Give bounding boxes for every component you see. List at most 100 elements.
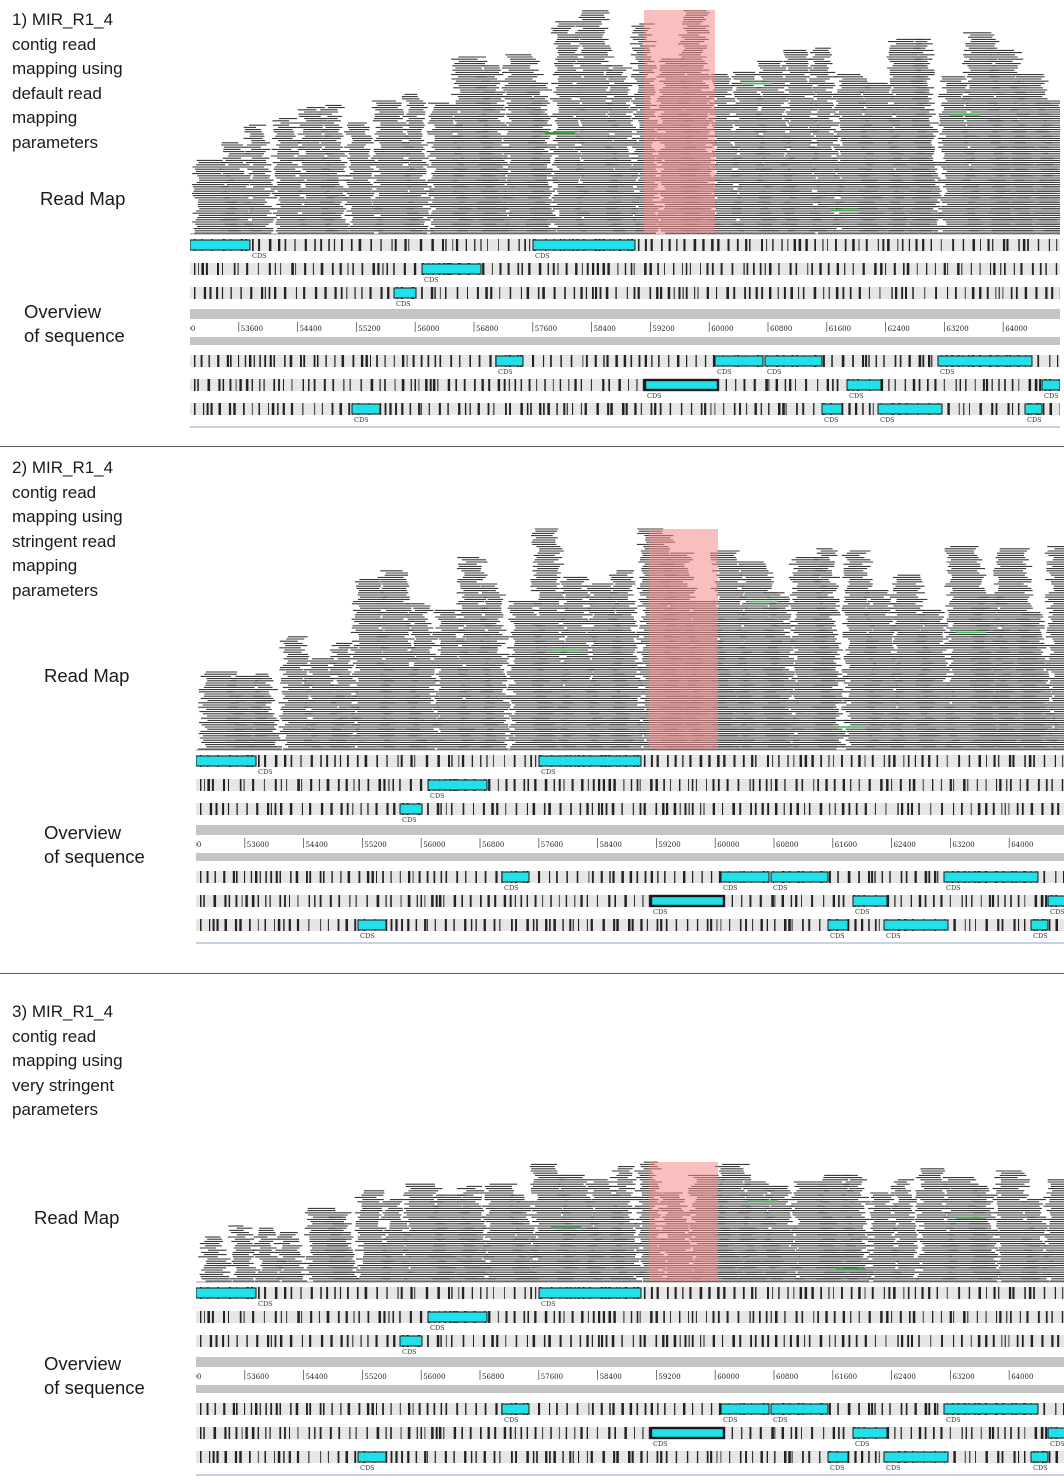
feature-tick <box>985 379 989 391</box>
track-background <box>190 379 1060 391</box>
feature-tick <box>432 379 436 391</box>
feature-tick <box>912 379 916 391</box>
feature-tick <box>654 403 657 415</box>
feature-tick <box>520 287 522 299</box>
feature-tick <box>962 239 965 251</box>
feature-tick <box>626 287 628 299</box>
feature-tick <box>711 263 714 275</box>
feature-tick <box>430 287 434 299</box>
feature-tick <box>406 355 408 367</box>
feature-tick <box>651 355 653 367</box>
feature-tick <box>469 403 471 415</box>
feature-tick <box>798 239 802 251</box>
feature-tick <box>749 239 751 251</box>
cds-label: CDS <box>1044 392 1059 400</box>
feature-tick <box>580 379 582 391</box>
feature-tick <box>617 263 619 275</box>
feature-tick <box>769 287 772 299</box>
feature-tick <box>268 239 272 251</box>
feature-tick <box>393 263 395 275</box>
feature-tick <box>1010 287 1013 299</box>
feature-tick <box>807 263 809 275</box>
feature-tick <box>291 263 294 275</box>
feature-tick <box>421 287 423 299</box>
feature-tick <box>880 379 884 391</box>
genome-viewer: CDSCDSCDSCDS3005360054400552005600056800… <box>196 528 1064 944</box>
feature-tick <box>935 287 937 299</box>
ruler-label: 300 <box>190 325 195 333</box>
cds-feature <box>532 239 636 251</box>
feature-tick <box>624 263 627 275</box>
feature-tick <box>429 379 432 391</box>
cds-feature <box>764 355 823 367</box>
feature-tick <box>822 239 824 251</box>
feature-tick <box>901 239 904 251</box>
feature-tick <box>781 239 783 251</box>
feature-tick <box>295 287 297 299</box>
feature-tick <box>760 403 762 415</box>
feature-tick <box>998 287 1000 299</box>
feature-tick <box>592 263 595 275</box>
feature-tick <box>1037 355 1040 367</box>
feature-tick <box>895 287 898 299</box>
feature-tick <box>269 355 272 367</box>
feature-tick <box>376 355 378 367</box>
feature-tick <box>678 287 681 299</box>
feature-tick <box>556 403 558 415</box>
feature-tick <box>250 287 253 299</box>
feature-tick <box>352 263 354 275</box>
feature-tick <box>271 403 275 415</box>
cds-label: CDS <box>498 368 513 376</box>
feature-tick <box>358 239 362 251</box>
feature-tick <box>790 287 793 299</box>
feature-tick <box>303 287 306 299</box>
feature-tick <box>685 287 688 299</box>
feature-tick <box>387 287 390 299</box>
feature-tick <box>733 287 736 299</box>
feature-tick <box>784 379 787 391</box>
feature-tick <box>283 379 284 391</box>
feature-tick <box>689 263 691 275</box>
feature-tick <box>514 379 517 391</box>
feature-tick <box>198 263 199 275</box>
ruler-label: 54400 <box>300 325 322 333</box>
feature-tick <box>304 239 307 251</box>
feature-tick <box>1002 287 1004 299</box>
feature-tick <box>979 287 982 299</box>
feature-tick <box>291 379 293 391</box>
cds-label: CDS <box>1027 416 1042 424</box>
feature-tick <box>507 263 510 275</box>
feature-tick <box>644 355 647 367</box>
feature-tick <box>607 263 610 275</box>
cds-feature <box>643 378 720 392</box>
feature-tick <box>594 355 597 367</box>
feature-tick <box>879 287 881 299</box>
feature-tick <box>314 287 318 299</box>
feature-tick <box>768 379 770 391</box>
feature-tick <box>463 379 466 391</box>
ruler-label: 63200 <box>946 325 968 333</box>
feature-tick <box>497 379 501 391</box>
feature-tick <box>746 403 748 415</box>
feature-tick <box>222 263 223 275</box>
highlight-region <box>644 10 715 233</box>
feature-tick <box>384 355 386 367</box>
feature-tick <box>586 263 589 275</box>
feature-tick <box>238 355 240 367</box>
feature-tick <box>264 355 267 367</box>
feature-tick <box>283 287 287 299</box>
feature-tick <box>796 403 798 415</box>
feature-tick <box>1004 263 1006 275</box>
feature-tick <box>862 263 865 275</box>
feature-tick <box>644 263 647 275</box>
feature-tick <box>959 379 961 391</box>
feature-tick <box>963 403 965 415</box>
feature-tick <box>673 287 675 299</box>
feature-tick <box>194 379 196 391</box>
feature-tick <box>855 403 858 415</box>
feature-tick <box>529 239 531 251</box>
feature-tick <box>282 403 285 415</box>
feature-tick <box>258 403 260 415</box>
feature-tick <box>667 287 671 299</box>
feature-tick <box>778 403 781 415</box>
